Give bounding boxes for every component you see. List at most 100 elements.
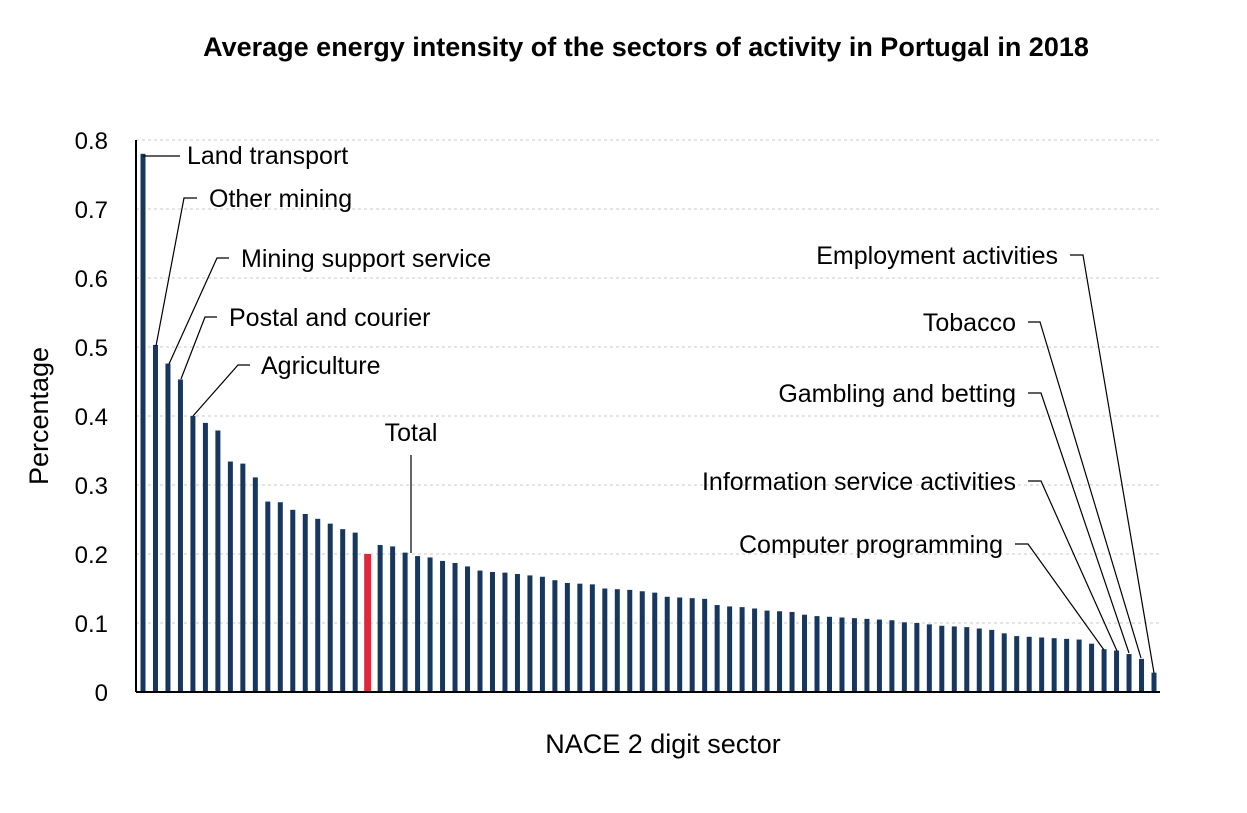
- y-tick-label: 0.4: [75, 404, 108, 431]
- bar: [377, 545, 383, 692]
- bar: [689, 598, 695, 692]
- bar: [165, 363, 171, 692]
- annotation-leader-line: [155, 197, 197, 347]
- bar: [851, 618, 857, 692]
- bar: [639, 591, 645, 692]
- annotation-label: Other mining: [209, 185, 352, 213]
- bar: [976, 628, 982, 692]
- y-tick-label: 0: [95, 680, 108, 707]
- bar: [177, 379, 183, 692]
- bar: [489, 571, 495, 692]
- bar: [602, 588, 608, 692]
- bar: [552, 580, 558, 692]
- bar: [1076, 639, 1082, 692]
- bar: [352, 532, 358, 692]
- bar: [1089, 643, 1095, 692]
- annotation-leader-line: [1028, 480, 1118, 652]
- bar: [989, 629, 995, 692]
- bar: [415, 556, 421, 692]
- bar: [252, 477, 258, 692]
- x-axis-label: NACE 2 digit sector: [545, 729, 781, 759]
- annotation-label: Information service activities: [702, 468, 1016, 496]
- bar: [614, 589, 620, 692]
- bar: [939, 625, 945, 692]
- bar-total: [364, 554, 372, 692]
- bar: [340, 529, 346, 692]
- bar: [277, 502, 283, 692]
- bar: [589, 584, 595, 692]
- annotation-label: Employment activities: [816, 242, 1058, 270]
- bar: [514, 574, 520, 692]
- annotation-leader-line: [192, 364, 250, 417]
- bar: [315, 518, 321, 692]
- bar: [914, 623, 920, 692]
- bar: [652, 592, 658, 692]
- y-axis-ticks: 0 0.1 0.2 0.3 0.4 0.5 0.6 0.7 0.8: [75, 128, 108, 707]
- bar: [777, 611, 783, 692]
- bar: [1151, 672, 1157, 692]
- bar: [889, 620, 895, 692]
- bar: [789, 611, 795, 692]
- bar: [152, 344, 158, 692]
- y-tick-label: 0.1: [75, 611, 108, 638]
- annotation-label: Computer programming: [739, 531, 1003, 559]
- bar: [901, 622, 907, 692]
- y-tick-label: 0.2: [75, 542, 108, 569]
- bar: [664, 596, 670, 692]
- bar: [627, 589, 633, 692]
- bar: [951, 626, 957, 692]
- annotation-leader-line: [1070, 254, 1155, 674]
- bar: [502, 572, 508, 692]
- bar: [477, 570, 483, 692]
- annotation-label: Total: [385, 419, 438, 447]
- bar: [452, 562, 458, 692]
- bar: [302, 513, 308, 692]
- y-tick-label: 0.5: [75, 335, 108, 362]
- bar: [876, 619, 882, 692]
- bar: [752, 608, 758, 692]
- y-tick-label: 0.6: [75, 266, 108, 293]
- bar: [1139, 658, 1145, 692]
- bar: [739, 607, 745, 692]
- bar: [327, 523, 333, 692]
- annotation-leader-line: [1028, 321, 1142, 659]
- y-tick-label: 0.8: [75, 128, 108, 155]
- bar: [527, 575, 533, 692]
- bar: [564, 582, 570, 692]
- annotation-leader-line: [1015, 543, 1105, 651]
- y-tick-label: 0.7: [75, 197, 108, 224]
- bar: [265, 501, 271, 692]
- bar: [1001, 633, 1007, 692]
- bar: [764, 610, 770, 692]
- bar: [964, 627, 970, 692]
- bar: [190, 416, 196, 692]
- bar: [802, 614, 808, 692]
- bar: [140, 153, 146, 693]
- annotation-leader-line: [180, 316, 217, 380]
- bar: [677, 597, 683, 692]
- annotation-label: Gambling and betting: [778, 380, 1016, 408]
- bar: [727, 606, 733, 692]
- annotation-label: Postal and courier: [229, 304, 431, 332]
- chart-title: Average energy intensity of the sectors …: [203, 32, 1089, 62]
- bar: [1039, 637, 1045, 692]
- y-axis-label: Percentage: [24, 347, 54, 485]
- bar: [440, 560, 446, 692]
- bars: [140, 153, 1157, 693]
- annotation-label: Land transport: [187, 142, 348, 170]
- bar: [227, 461, 233, 692]
- bar: [427, 557, 433, 692]
- annotation-label: Mining support service: [241, 245, 491, 273]
- bar: [390, 546, 396, 692]
- bar: [864, 618, 870, 692]
- bar: [1126, 654, 1132, 692]
- bar: [814, 616, 820, 692]
- annotation-leader-line: [1028, 392, 1130, 654]
- bar: [714, 605, 720, 692]
- bar: [215, 430, 221, 692]
- bar: [202, 422, 208, 692]
- bar: [839, 617, 845, 692]
- bar: [826, 616, 832, 692]
- bar: [702, 598, 708, 692]
